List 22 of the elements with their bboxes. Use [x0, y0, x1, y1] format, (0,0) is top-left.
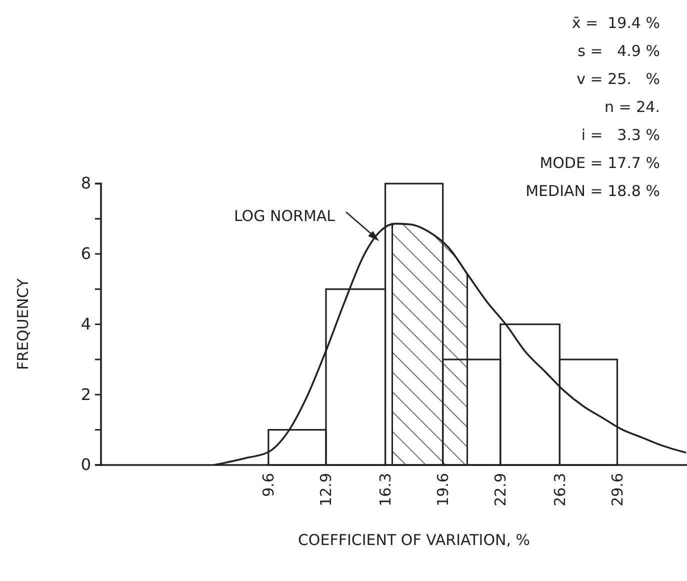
- x-axis-title: COEFFICIENT OF VARIATION, %: [298, 531, 530, 549]
- legend-label: LOG NORMAL: [234, 207, 336, 225]
- x-tick-label: 26.3: [550, 473, 569, 506]
- y-tick-label: 6: [80, 244, 91, 264]
- x-tick-label: 9.6: [260, 473, 278, 497]
- x-tick-label: 12.9: [317, 473, 336, 506]
- x-tick-label: 29.6: [608, 473, 626, 506]
- y-tick-label: 0: [80, 455, 91, 474]
- y-tick-label: 2: [80, 384, 91, 404]
- text: n = 24.: [604, 98, 660, 116]
- text: MODE = 17.7 %: [540, 154, 660, 172]
- x-tick-label: 19.6: [434, 473, 452, 506]
- x-tick-label: 16.3: [376, 473, 395, 506]
- x-tick-label: 22.9: [492, 473, 510, 506]
- annotation: MEDIAN = 18.8 %: [526, 182, 660, 200]
- y-axis-title: FREQUENCY: [14, 278, 32, 370]
- text: v = 25. %: [576, 70, 660, 88]
- text: x̄ = 19.4 %: [572, 14, 660, 32]
- y-tick-label: 4: [80, 314, 91, 334]
- y-tick-label: 8: [80, 174, 91, 193]
- text: i = 3.3 %: [581, 126, 660, 144]
- text: s = 4.9 %: [578, 42, 660, 60]
